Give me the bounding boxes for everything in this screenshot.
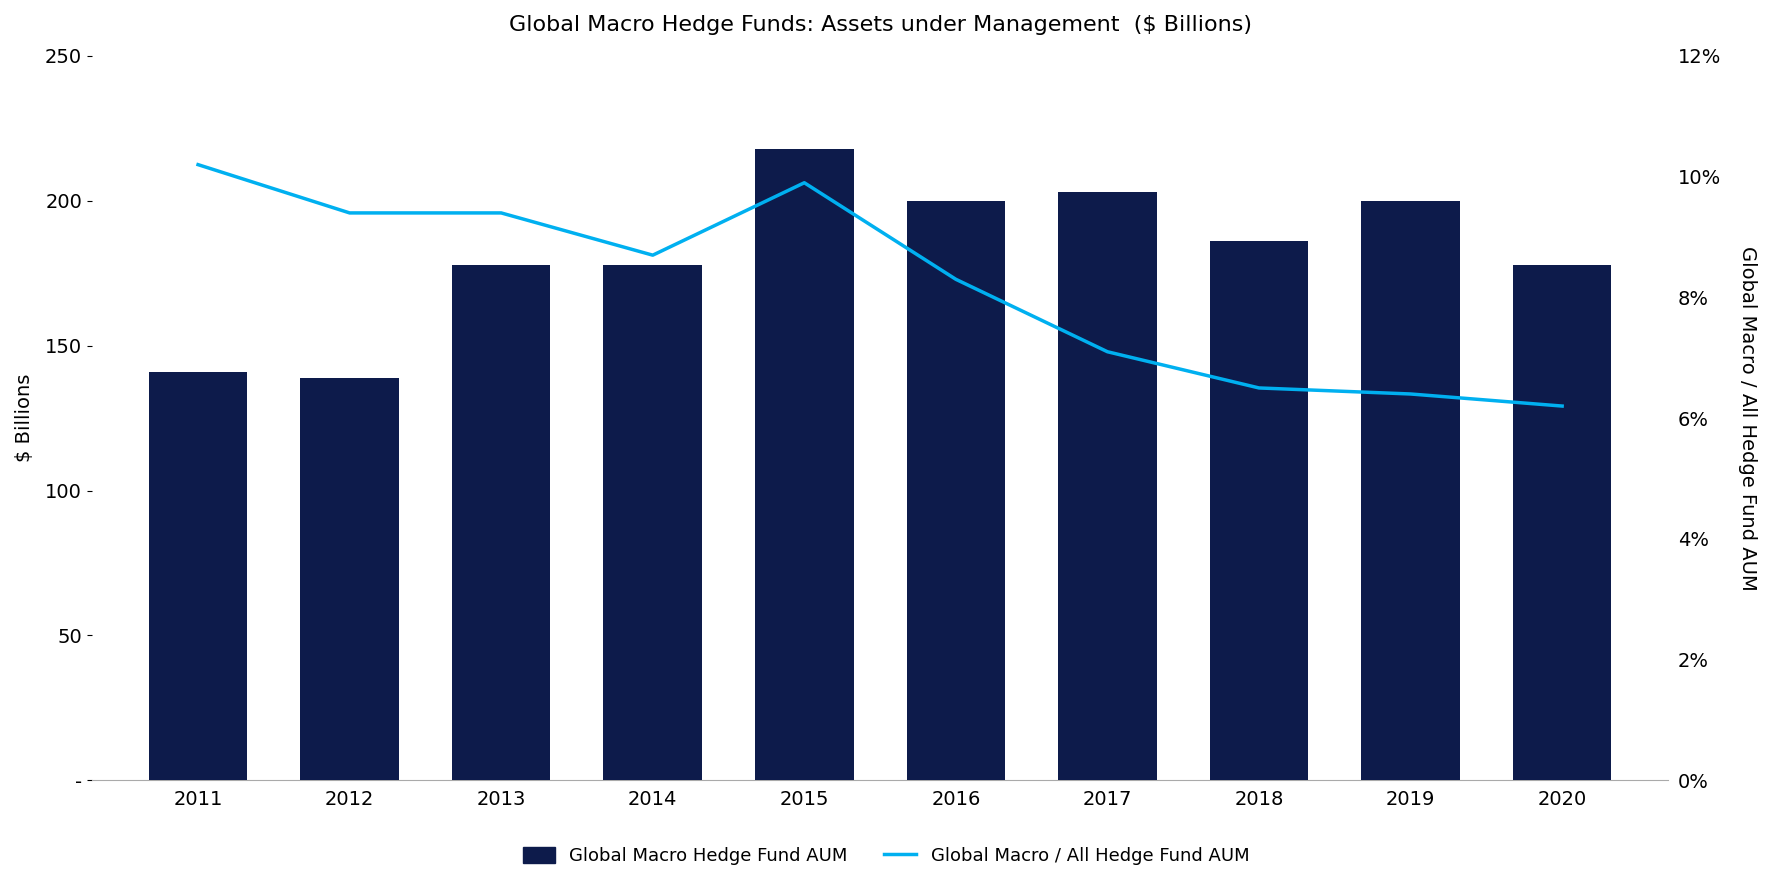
Y-axis label: $ Billions: $ Billions: [14, 374, 34, 462]
Global Macro / All Hedge Fund AUM: [1552, 400, 1574, 411]
Bar: [301, 377, 399, 781]
Global Macro / All Hedge Fund AUM: [641, 250, 663, 260]
Bar: [1058, 192, 1157, 781]
Bar: [149, 372, 248, 781]
Global Macro / All Hedge Fund AUM: [1249, 383, 1271, 393]
Global Macro / All Hedge Fund AUM: [491, 207, 512, 218]
Title: Global Macro Hedge Funds: Assets under Management  ($ Billions): Global Macro Hedge Funds: Assets under M…: [509, 15, 1251, 35]
Global Macro / All Hedge Fund AUM: [1400, 389, 1421, 400]
Bar: [755, 149, 854, 781]
Legend: Global Macro Hedge Fund AUM, Global Macro / All Hedge Fund AUM: Global Macro Hedge Fund AUM, Global Macr…: [516, 840, 1256, 873]
Bar: [1513, 265, 1611, 781]
Bar: [1210, 241, 1308, 781]
Bar: [907, 201, 1005, 781]
Bar: [604, 265, 702, 781]
Global Macro / All Hedge Fund AUM: [338, 207, 360, 218]
Global Macro / All Hedge Fund AUM: [944, 274, 966, 284]
Global Macro / All Hedge Fund AUM: [794, 177, 815, 188]
Global Macro / All Hedge Fund AUM: [1097, 346, 1118, 357]
Y-axis label: Global Macro / All Hedge Fund AUM: Global Macro / All Hedge Fund AUM: [1738, 245, 1758, 590]
Bar: [1361, 201, 1460, 781]
Bar: [452, 265, 551, 781]
Line: Global Macro / All Hedge Fund AUM: Global Macro / All Hedge Fund AUM: [198, 165, 1563, 406]
Global Macro / All Hedge Fund AUM: [188, 159, 209, 170]
